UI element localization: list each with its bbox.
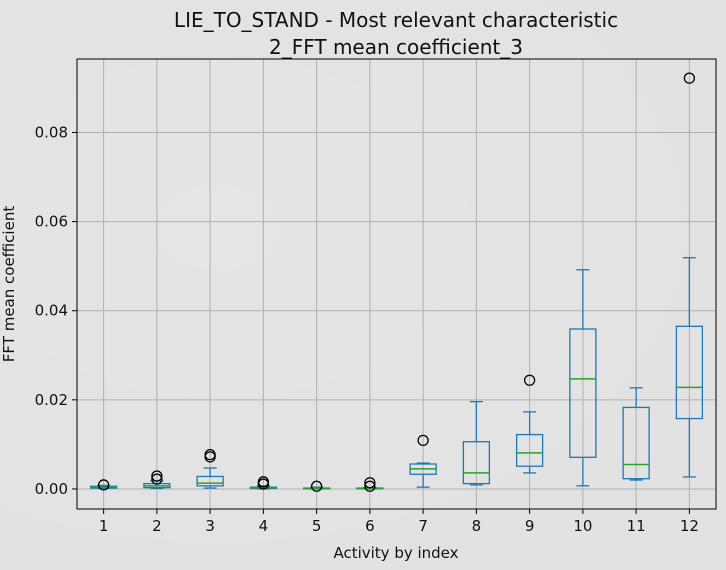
outlier-point	[151, 470, 163, 482]
grid	[77, 59, 716, 509]
x-tick-label: 8	[472, 517, 482, 535]
y-tick-label: 0.02	[35, 391, 68, 409]
x-tick-label: 2	[152, 517, 162, 535]
x-tick-label: 7	[418, 517, 428, 535]
outlier-point	[523, 374, 536, 386]
x-tick-label: 9	[525, 517, 535, 535]
x-tick-label: 1	[99, 517, 109, 535]
box-iqr	[675, 325, 704, 420]
box-group	[89, 479, 118, 491]
y-tick-label: 0.06	[35, 213, 68, 231]
box-group	[675, 72, 704, 478]
ticks: 1 2 3 4 5 6 7 8 9 10 11 120.000.020.040.060.08	[35, 124, 699, 535]
box-group	[356, 477, 384, 492]
box-iqr	[569, 328, 597, 458]
outlier-point	[204, 448, 216, 461]
box-group	[569, 269, 597, 487]
outlier-point	[683, 72, 696, 84]
plot-frame	[76, 58, 717, 510]
x-tick-label: 11	[627, 517, 646, 535]
box-iqr	[515, 433, 544, 467]
y-tick-label: 0.04	[35, 302, 68, 320]
outlier-point	[151, 473, 163, 485]
boxes	[89, 72, 704, 492]
x-tick-label: 5	[312, 517, 322, 535]
x-tick-label: 3	[205, 517, 215, 535]
outlier-point	[97, 479, 110, 491]
x-tick-label: 12	[680, 517, 699, 535]
box-iqr	[196, 475, 224, 487]
x-tick-label: 4	[259, 517, 269, 535]
box-group	[622, 387, 650, 481]
y-axis-label: FFT mean coefficient	[0, 206, 18, 363]
box-group	[143, 470, 171, 490]
chart-title: LIE_TO_STAND - Most relevant characteris…	[174, 8, 618, 32]
box-group	[409, 434, 437, 488]
y-tick-label: 0.00	[35, 480, 68, 498]
box-iqr	[462, 441, 491, 485]
chart-subtitle: 2_FFT mean coefficient_3	[269, 35, 523, 59]
box-iqr	[622, 406, 650, 480]
y-tick-label: 0.08	[35, 124, 68, 142]
outlier-point	[257, 476, 270, 488]
x-axis-label: Activity by index	[333, 544, 458, 562]
box-group	[302, 480, 331, 492]
outlier-point	[364, 477, 376, 489]
outlier-point	[417, 434, 429, 447]
outlier-point	[364, 480, 376, 492]
box-group	[249, 476, 278, 490]
x-tick-label: 10	[573, 517, 592, 535]
box-group	[462, 400, 491, 486]
box-group	[196, 448, 224, 489]
outlier-point	[310, 480, 323, 492]
x-tick-label: 6	[365, 517, 375, 535]
box-group	[515, 374, 544, 474]
